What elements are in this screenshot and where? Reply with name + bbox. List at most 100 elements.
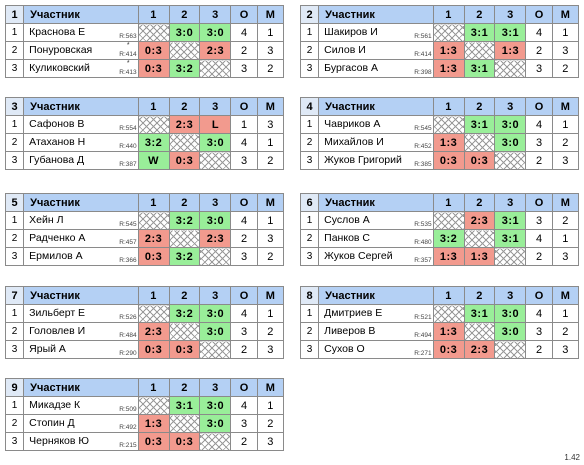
participant-name[interactable]: Шакиров И	[324, 26, 378, 38]
participant-name[interactable]: Атаханов Н	[29, 136, 86, 148]
self-cell	[137, 115, 170, 134]
participant-cell[interactable]: Понуровская * R:414	[23, 41, 139, 60]
place-cell: 2	[551, 59, 580, 78]
participant-cell[interactable]: Куликовский * R:413	[23, 59, 139, 78]
column-3-header: 3	[199, 286, 232, 305]
score-cell: W	[137, 151, 170, 170]
participant-cell[interactable]: Силов И R:414	[318, 41, 434, 60]
participant-name[interactable]: Чавриков А	[324, 118, 381, 130]
table-row: 2 Понуровская * R:414 0:3 2:3 2 3	[4, 41, 285, 60]
participant-cell[interactable]: Ливеров В R:494	[318, 322, 434, 341]
participant-name[interactable]: Сухов О	[324, 343, 365, 355]
participant-cell[interactable]: Дмитриев Е R:521	[318, 304, 434, 323]
points-cell: 2	[525, 340, 553, 359]
participant-cell[interactable]: Чавриков А R:545	[318, 115, 434, 134]
participant-cell[interactable]: Шакиров И R:561	[318, 23, 434, 42]
participant-cell[interactable]: Сухов О R:271	[318, 340, 434, 359]
participant-header: Участник	[23, 97, 139, 116]
participant-cell[interactable]: Черняков Ю R:215	[23, 432, 139, 451]
participant-cell[interactable]: Ермилов А R:366	[23, 247, 139, 266]
participant-name[interactable]: Губанова Д	[29, 154, 85, 166]
group-table-1: 1 Участник 1 2 3 О М 1 Краснова Е R:563 3:0 3:0 4 1 2 П…	[4, 5, 285, 78]
row-number: 2	[4, 41, 25, 60]
place-cell: 3	[551, 151, 580, 170]
participant-name[interactable]: Суслов А	[324, 214, 370, 226]
participant-name[interactable]: Головлев И	[29, 325, 86, 337]
participant-name[interactable]: Стопин Д	[29, 417, 75, 429]
participant-cell[interactable]: Губанова Д R:387	[23, 151, 139, 170]
participant-mark: *	[126, 60, 130, 67]
row-number: 3	[299, 151, 320, 170]
row-number: 1	[4, 211, 25, 230]
participant-cell[interactable]: Стопин Д R:492	[23, 414, 139, 433]
participant-name[interactable]: Микадзе К	[29, 399, 81, 411]
participant-cell[interactable]: Краснова Е R:563	[23, 23, 139, 42]
participant-cell[interactable]: Хейн Л R:545	[23, 211, 139, 230]
participant-name[interactable]: Силов И	[324, 44, 366, 56]
participant-name[interactable]: Жуков Сергей	[324, 250, 393, 262]
participant-name[interactable]: Дмитриев Е	[324, 307, 383, 319]
score-cell: 3:2	[168, 304, 201, 323]
score-cell: 3:0	[199, 396, 232, 415]
participant-name[interactable]: Ярый А	[29, 343, 66, 355]
participant-name[interactable]: Краснова Е	[29, 26, 86, 38]
participant-cell[interactable]: Головлев И R:484	[23, 322, 139, 341]
points-cell: 2	[525, 247, 553, 266]
points-cell: 4	[230, 23, 258, 42]
row-number: 1	[299, 211, 320, 230]
participant-cell[interactable]: Суслов А R:535	[318, 211, 434, 230]
score-cell: 0:3	[432, 340, 465, 359]
place-header: М	[551, 286, 580, 305]
self-cell	[199, 432, 232, 451]
participant-cell[interactable]: Зильберт Е R:526	[23, 304, 139, 323]
place-cell: 3	[551, 340, 580, 359]
table-row: 1 Сафонов В R:554 2:3 L 1 3	[4, 115, 285, 134]
row-number: 2	[299, 322, 320, 341]
score-cell: 0:3	[432, 151, 465, 170]
participant-name[interactable]: Куликовский	[29, 62, 90, 74]
participant-cell[interactable]: Панков С R:480	[318, 229, 434, 248]
column-1-header: 1	[432, 97, 465, 116]
table-row: 1 Зильберт Е R:526 3:2 3:0 4 1	[4, 304, 285, 323]
score-cell: 3:0	[168, 23, 201, 42]
participant-cell[interactable]: Жуков Сергей R:357	[318, 247, 434, 266]
points-cell: 2	[230, 41, 258, 60]
score-cell: 0:3	[168, 151, 201, 170]
participant-rating: R:480	[414, 239, 432, 246]
participant-cell[interactable]: Микадзе К R:509	[23, 396, 139, 415]
participant-name[interactable]: Ермилов А	[29, 250, 83, 262]
participant-cell[interactable]: Радченко А R:457	[23, 229, 139, 248]
score-cell: 2:3	[168, 115, 201, 134]
participant-name[interactable]: Панков С	[324, 232, 370, 244]
column-1-header: 1	[137, 193, 170, 212]
column-3-header: 3	[494, 97, 527, 116]
participant-cell[interactable]: Сафонов В R:554	[23, 115, 139, 134]
participant-name[interactable]: Ливеров В	[324, 325, 376, 337]
participant-name[interactable]: Жуков Григорий	[324, 154, 402, 166]
participant-name[interactable]: Бургасов А	[324, 62, 378, 74]
column-1-header: 1	[137, 5, 170, 24]
participant-header: Участник	[318, 286, 434, 305]
score-cell: 2:3	[137, 229, 170, 248]
participant-name[interactable]: Черняков Ю	[29, 435, 89, 447]
participant-header: Участник	[23, 5, 139, 24]
points-cell: 4	[230, 396, 258, 415]
table-row: 3 Сухов О R:271 0:3 2:3 2 3	[299, 340, 580, 359]
participant-name[interactable]: Понуровская	[29, 44, 93, 56]
column-1-header: 1	[432, 193, 465, 212]
participant-cell[interactable]: Атаханов Н R:440	[23, 133, 139, 152]
participant-name[interactable]: Михайлов И	[324, 136, 384, 148]
points-cell: 4	[230, 304, 258, 323]
participant-name[interactable]: Зильберт Е	[29, 307, 86, 319]
score-cell: 0:3	[168, 432, 201, 451]
participant-cell[interactable]: Михайлов И R:452	[318, 133, 434, 152]
place-header: М	[256, 5, 285, 24]
participant-name[interactable]: Сафонов В	[29, 118, 85, 130]
participant-name[interactable]: Хейн Л	[29, 214, 64, 226]
place-cell: 3	[551, 41, 580, 60]
participant-cell[interactable]: Жуков Григорий R:385	[318, 151, 434, 170]
score-cell: 1:3	[432, 247, 465, 266]
participant-cell[interactable]: Бургасов А R:398	[318, 59, 434, 78]
participant-name[interactable]: Радченко А	[29, 232, 86, 244]
participant-cell[interactable]: Ярый А R:290	[23, 340, 139, 359]
